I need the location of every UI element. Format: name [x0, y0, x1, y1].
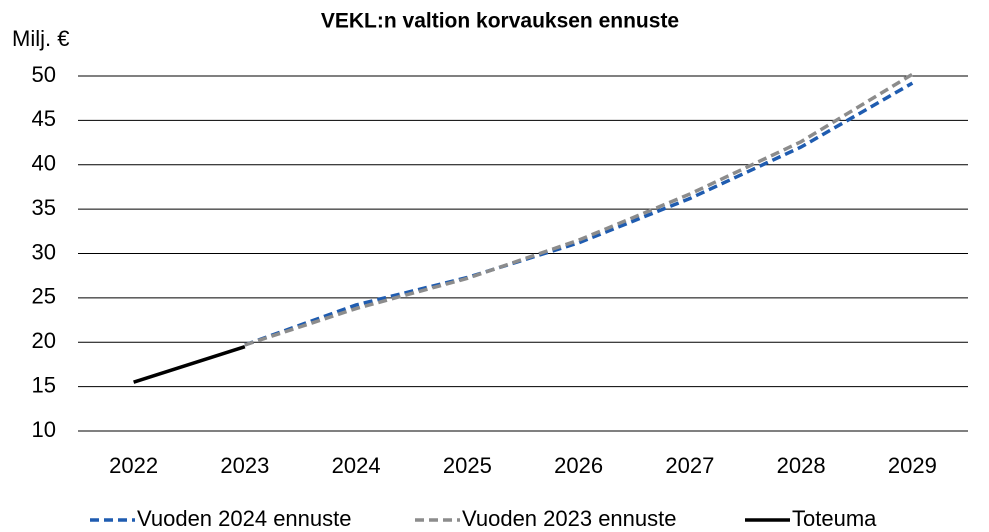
y-tick-label: 45: [32, 106, 56, 131]
legend-label: Toteuma: [792, 506, 877, 531]
chart-title: VEKL:n valtion korvauksen ennuste: [321, 10, 679, 33]
x-tick-label: 2026: [554, 453, 603, 478]
legend-label: Vuoden 2023 ennuste: [462, 506, 677, 531]
y-tick-label: 20: [32, 328, 56, 353]
y-tick-label: 35: [32, 195, 56, 220]
x-tick-label: 2027: [665, 453, 714, 478]
series-line: [244, 81, 914, 347]
x-tick-label: 2023: [220, 453, 269, 478]
x-tick-label: 2022: [109, 453, 158, 478]
x-tick-label: 2029: [888, 453, 937, 478]
series-line: [244, 72, 914, 347]
y-axis-label: Milj. €: [12, 26, 69, 51]
y-tick-label: 10: [32, 417, 56, 442]
y-tick-label: 15: [32, 372, 56, 397]
x-tick-label: 2025: [443, 453, 492, 478]
x-tick-label: 2028: [777, 453, 826, 478]
y-tick-label: 50: [32, 62, 56, 87]
legend-label: Vuoden 2024 ennuste: [137, 506, 352, 531]
x-tick-label: 2024: [332, 453, 381, 478]
y-tick-label: 25: [32, 284, 56, 309]
y-tick-label: 30: [32, 239, 56, 264]
series-line: [133, 345, 246, 384]
y-tick-label: 40: [32, 151, 56, 176]
